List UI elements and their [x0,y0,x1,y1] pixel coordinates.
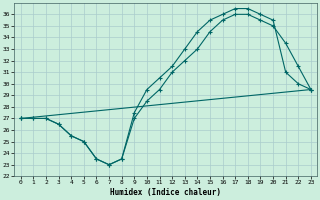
X-axis label: Humidex (Indice chaleur): Humidex (Indice chaleur) [110,188,221,197]
